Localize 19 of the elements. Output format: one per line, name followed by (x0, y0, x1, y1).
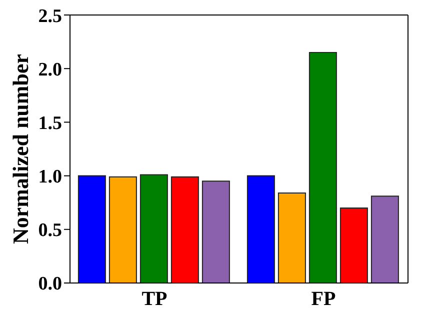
bar (340, 207, 368, 283)
y-tick-label: 2.5 (38, 6, 62, 27)
x-tick-label: FP (311, 288, 336, 310)
bar (370, 196, 399, 283)
y-tick-label: 2.0 (38, 59, 62, 80)
bar (278, 192, 306, 283)
bar (202, 180, 230, 283)
y-tick-label: 1.5 (38, 112, 62, 134)
y-axis-title: Normalized number (8, 54, 33, 244)
y-tick-label: 0.5 (38, 220, 62, 242)
y-tick-label: 0.0 (38, 274, 62, 295)
bar (108, 176, 137, 283)
y-tick-label: 1.0 (38, 166, 62, 188)
bar (140, 174, 168, 283)
bar (246, 175, 275, 283)
bar (170, 176, 199, 283)
bar (78, 175, 106, 283)
bar (308, 52, 337, 283)
x-tick-label: TP (142, 288, 168, 310)
